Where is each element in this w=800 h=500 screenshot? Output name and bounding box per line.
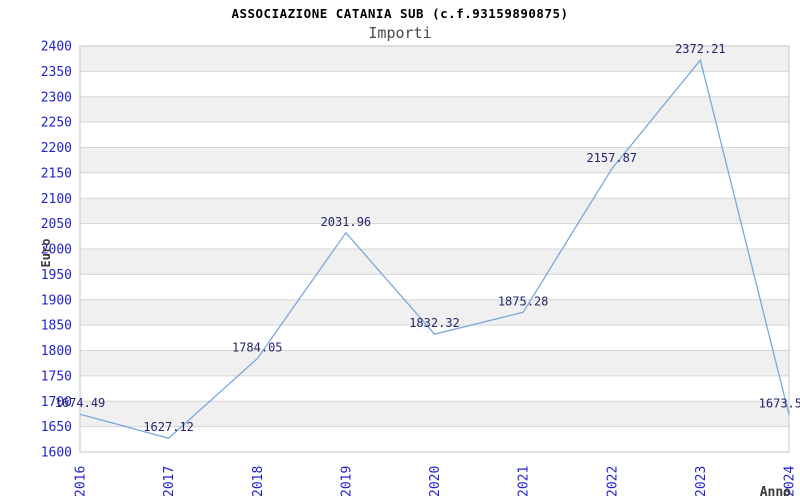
y-axis-title: Euro — [39, 239, 53, 268]
y-tick-label: 1850 — [41, 319, 72, 334]
data-point-label: 2157.87 — [586, 151, 637, 165]
plot-band — [80, 147, 789, 173]
y-tick-label: 2050 — [41, 217, 72, 232]
plot-band — [80, 249, 789, 275]
plot-band — [80, 401, 789, 427]
x-tick-label: 2016 — [74, 466, 89, 497]
x-tick-label: 2021 — [517, 466, 532, 497]
plot-band — [80, 46, 789, 72]
y-tick-label: 1800 — [41, 344, 72, 359]
data-point-label: 1784.05 — [232, 341, 283, 355]
y-tick-label: 2400 — [41, 40, 72, 55]
plot-band — [80, 198, 789, 224]
plot-band — [80, 96, 789, 123]
y-tick-label: 2150 — [41, 166, 72, 181]
data-point-label: 1832.32 — [409, 316, 460, 330]
y-tick-label: 2250 — [41, 116, 72, 131]
data-point-label: 1875.28 — [498, 294, 549, 308]
x-tick-label: 2019 — [339, 466, 354, 497]
plot-band — [80, 350, 789, 376]
x-tick-label: 2024 — [783, 466, 798, 497]
y-tick-label: 1950 — [41, 268, 72, 283]
chart-subtitle: Importi — [368, 24, 432, 42]
data-point-label: 1673.5 — [759, 397, 800, 411]
y-tick-label: 1900 — [41, 293, 72, 308]
y-tick-label: 1650 — [41, 420, 72, 435]
y-tick-label: 2200 — [41, 141, 72, 156]
y-tick-label: 1600 — [41, 446, 72, 461]
chart-title: ASSOCIAZIONE CATANIA SUB (c.f.9315989087… — [231, 6, 569, 21]
x-tick-label: 2022 — [605, 466, 620, 497]
plot-band — [80, 299, 789, 326]
x-tick-label: 2023 — [694, 466, 709, 497]
x-tick-label: 2020 — [428, 466, 443, 497]
y-tick-label: 2350 — [41, 65, 72, 80]
data-point-label: 1674.49 — [55, 396, 106, 410]
y-tick-label: 1700 — [41, 395, 72, 410]
y-tick-label: 2000 — [41, 243, 72, 258]
x-axis-title: Anno — [760, 485, 791, 500]
data-point-label: 1627.12 — [143, 420, 194, 434]
x-tick-label: 2017 — [162, 466, 177, 497]
y-tick-label: 1750 — [41, 369, 72, 384]
y-tick-label: 2100 — [41, 192, 72, 207]
plot-border — [79, 45, 790, 453]
data-point-label: 2031.96 — [321, 215, 372, 229]
data-point-label: 2372.21 — [675, 42, 726, 56]
x-tick-label: 2018 — [251, 466, 266, 497]
y-tick-label: 2300 — [41, 90, 72, 105]
data-line — [79, 58, 790, 439]
